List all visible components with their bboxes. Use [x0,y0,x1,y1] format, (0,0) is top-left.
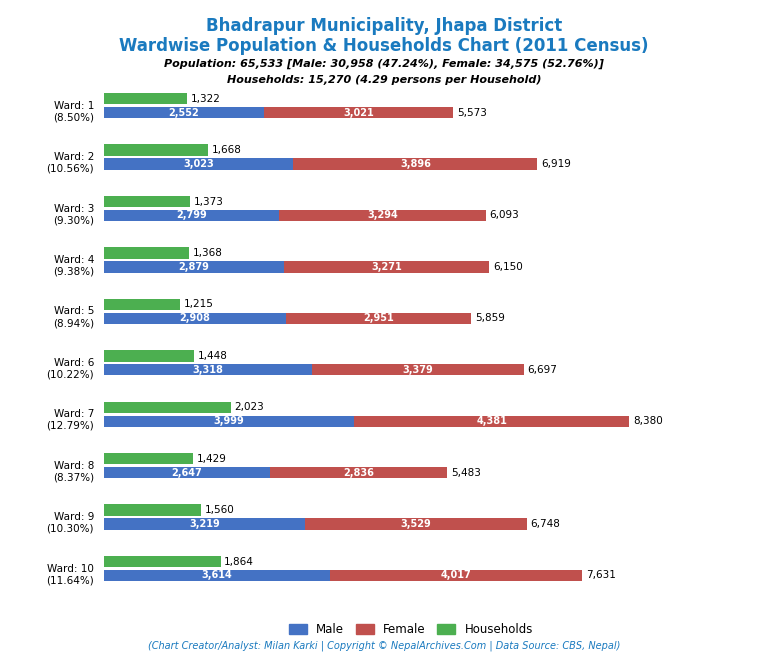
Text: Population: 65,533 [Male: 30,958 (47.24%), Female: 34,575 (52.76%)]: Population: 65,533 [Male: 30,958 (47.24%… [164,59,604,69]
Text: 3,529: 3,529 [401,519,432,529]
Bar [104,196,190,207]
Bar [104,453,194,464]
Text: 2,951: 2,951 [363,313,394,323]
Text: 6,093: 6,093 [489,210,519,220]
Text: 6,748: 6,748 [531,519,561,529]
Text: 1,373: 1,373 [194,196,223,206]
Text: 6,150: 6,150 [493,262,523,272]
Text: 2,023: 2,023 [234,402,264,412]
Bar [104,210,279,221]
Text: 3,219: 3,219 [189,519,220,529]
Bar [104,247,190,258]
Bar [312,364,524,376]
Bar [104,556,220,567]
Text: 3,896: 3,896 [400,159,431,169]
Text: 3,294: 3,294 [367,210,398,220]
Legend: Male, Female, Households: Male, Female, Households [284,619,538,641]
Bar [306,518,527,529]
Text: 2,908: 2,908 [180,313,210,323]
Bar [104,350,194,362]
Bar [104,416,354,427]
Text: 5,483: 5,483 [451,468,481,478]
Bar [330,570,582,581]
Text: 7,631: 7,631 [586,571,616,581]
Bar [263,107,453,119]
Bar [104,504,201,515]
Bar [104,145,208,156]
Text: 3,614: 3,614 [201,571,233,581]
Text: (Chart Creator/Analyst: Milan Karki | Copyright © NepalArchives.Com | Data Sourc: (Chart Creator/Analyst: Milan Karki | Co… [147,641,621,651]
Text: 3,999: 3,999 [214,416,244,426]
Bar [104,467,270,478]
Text: Bhadrapur Municipality, Jhapa District: Bhadrapur Municipality, Jhapa District [206,17,562,35]
Text: 3,318: 3,318 [192,365,223,375]
Bar [104,312,286,324]
Bar [104,107,263,119]
Bar [104,518,306,529]
Bar [270,467,448,478]
Text: 2,647: 2,647 [171,468,202,478]
Text: 6,697: 6,697 [528,365,557,375]
Text: 4,017: 4,017 [441,571,472,581]
Text: 6,919: 6,919 [541,159,571,169]
Bar [293,159,538,170]
Text: 5,859: 5,859 [475,313,505,323]
Text: 1,448: 1,448 [198,351,228,361]
Text: 1,668: 1,668 [212,145,242,155]
Text: 1,429: 1,429 [197,454,227,464]
Text: 1,864: 1,864 [224,557,254,567]
Bar [354,416,629,427]
Text: Wardwise Population & Households Chart (2011 Census): Wardwise Population & Households Chart (… [119,37,649,55]
Text: 3,023: 3,023 [183,159,214,169]
Bar [104,364,312,376]
Text: 5,573: 5,573 [457,108,487,118]
Text: 3,021: 3,021 [343,108,374,118]
Bar [286,312,471,324]
Text: 8,380: 8,380 [633,416,663,426]
Text: 2,552: 2,552 [168,108,199,118]
Bar [104,570,330,581]
Text: 2,879: 2,879 [178,262,210,272]
Bar [104,159,293,170]
Text: 1,215: 1,215 [184,300,214,310]
Text: 2,799: 2,799 [176,210,207,220]
Text: 3,271: 3,271 [372,262,402,272]
Bar [104,299,180,310]
Text: 4,381: 4,381 [476,416,507,426]
Bar [104,93,187,105]
Bar [284,261,489,272]
Text: 3,379: 3,379 [402,365,433,375]
Text: 1,322: 1,322 [190,94,220,104]
Bar [279,210,485,221]
Text: 2,836: 2,836 [343,468,374,478]
Bar [104,261,284,272]
Text: 1,560: 1,560 [205,505,235,515]
Bar [104,402,230,413]
Text: Households: 15,270 (4.29 persons per Household): Households: 15,270 (4.29 persons per Hou… [227,75,541,85]
Text: 1,368: 1,368 [194,248,223,258]
